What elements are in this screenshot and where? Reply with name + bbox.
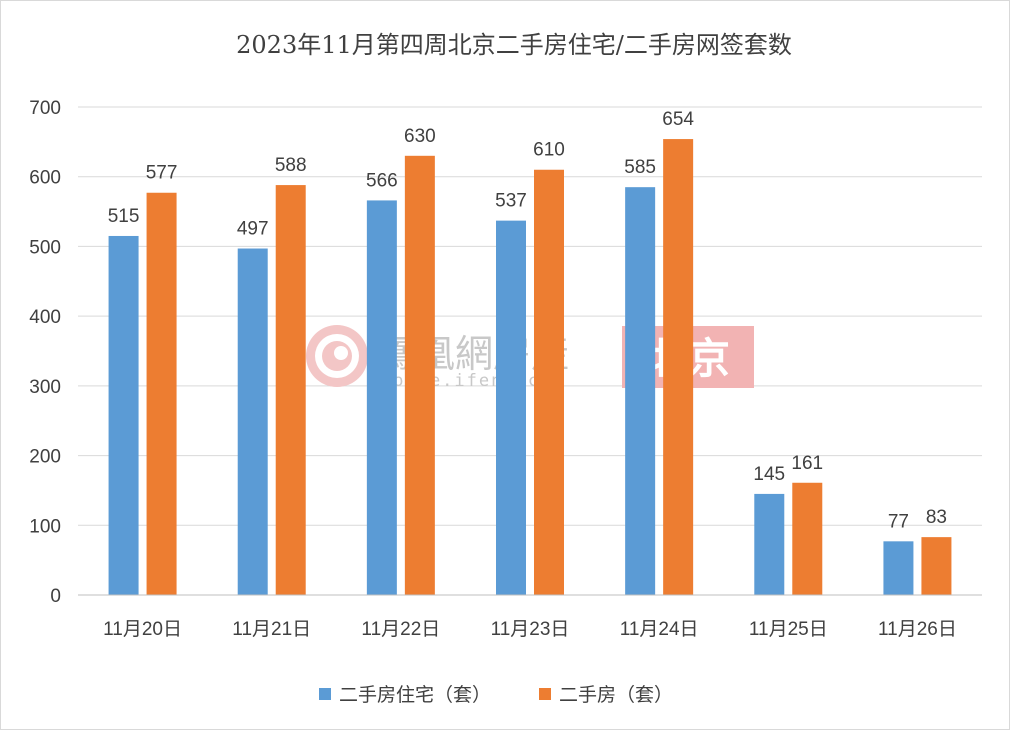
y-tick-label: 200 — [29, 447, 61, 468]
x-axis-ticks: 11月20日 11月21日 11月22日 11月23日 11月24日 11月25日 11月2… — [103, 619, 957, 640]
bar-total-3 — [534, 169, 564, 595]
x-tick-label: 11月21日 — [232, 619, 311, 640]
data-label: 566 — [366, 170, 398, 191]
bar-residential-6 — [883, 541, 914, 595]
ifeng-logo-icon — [306, 325, 368, 387]
x-tick-label: 11月23日 — [491, 619, 570, 640]
bar-residential-4 — [625, 187, 656, 595]
data-label: 654 — [662, 109, 694, 130]
legend-label: 二手房住宅（套） — [339, 684, 491, 706]
data-label: 630 — [404, 126, 436, 147]
bar-total-5 — [792, 482, 823, 595]
data-label: 83 — [926, 507, 947, 528]
gridlines — [78, 106, 982, 526]
bars — [108, 139, 952, 596]
y-tick-label: 300 — [29, 377, 61, 398]
data-label: 145 — [753, 464, 785, 485]
x-tick-label: 11月20日 — [103, 619, 182, 640]
legend-swatch — [539, 688, 551, 700]
data-labels: 515 577 497 588 566 630 537 610 585 654 145 161 77 83 — [108, 109, 947, 532]
data-label: 77 — [888, 511, 909, 532]
data-label: 537 — [495, 191, 527, 212]
y-tick-label: 600 — [29, 168, 61, 189]
y-tick-label: 400 — [29, 307, 61, 328]
data-label: 588 — [275, 155, 307, 176]
bar-residential-2 — [366, 200, 397, 595]
bar-total-4 — [663, 139, 694, 595]
data-label: 161 — [791, 453, 823, 474]
legend-label: 二手房（套） — [559, 684, 673, 706]
x-tick-label: 11月22日 — [361, 619, 440, 640]
y-tick-label: 100 — [29, 516, 61, 537]
data-label: 610 — [533, 140, 565, 161]
y-tick-label: 0 — [50, 586, 61, 607]
chart-title: 2023年11月第四周北京二手房住宅/二手房网签套数 — [236, 31, 792, 59]
x-tick-label: 11月24日 — [620, 619, 699, 640]
bar-residential-0 — [108, 235, 139, 595]
bar-total-2 — [404, 155, 435, 596]
data-label: 515 — [108, 206, 140, 227]
bar-residential-1 — [237, 248, 268, 595]
y-tick-label: 500 — [29, 237, 61, 258]
x-tick-label: 11月26日 — [878, 619, 957, 640]
data-label: 577 — [146, 163, 178, 184]
bar-total-1 — [275, 185, 306, 595]
bar-residential-3 — [496, 220, 526, 596]
legend: 二手房住宅（套） 二手房（套） — [319, 684, 673, 706]
y-tick-label: 700 — [29, 98, 61, 119]
data-label: 497 — [237, 219, 269, 240]
data-label: 585 — [624, 157, 656, 178]
y-axis-ticks: 0 100 200 300 400 500 600 700 — [29, 98, 61, 607]
bar-residential-5 — [754, 493, 785, 595]
x-tick-label: 11月25日 — [749, 619, 828, 640]
legend-swatch — [319, 688, 331, 700]
bar-total-6 — [921, 537, 952, 595]
bar-total-0 — [146, 192, 177, 595]
